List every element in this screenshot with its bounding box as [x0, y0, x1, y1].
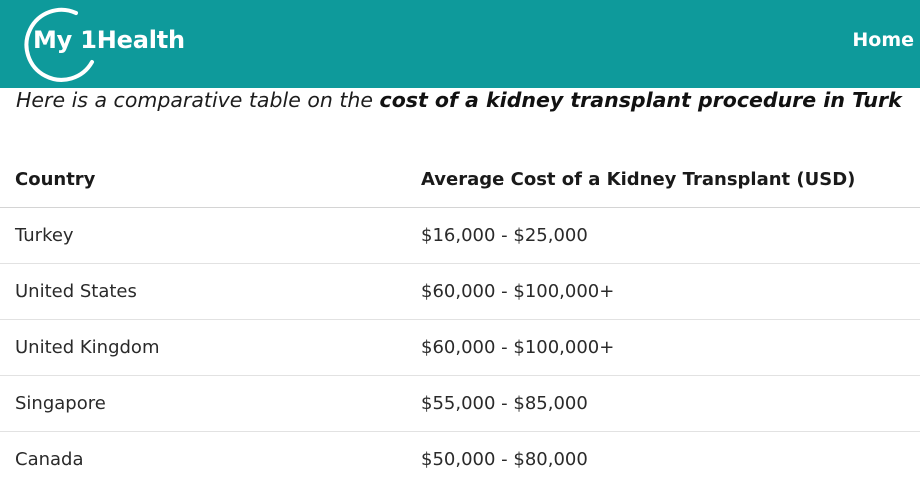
intro-text: Here is a comparative table on the: [16, 88, 380, 112]
site-logo[interactable]: My 1Health: [18, 4, 238, 82]
site-header: My 1Health Home: [0, 0, 920, 88]
table-row: Canada $50,000 - $80,000: [0, 432, 920, 488]
header-country: Country: [0, 152, 421, 208]
cost-comparison-table: Country Average Cost of a Kidney Transpl…: [0, 152, 920, 487]
intro-bold-text: cost of a kidney transplant procedure in…: [379, 88, 902, 112]
table-row: United States $60,000 - $100,000+: [0, 263, 920, 320]
cell-cost: $50,000 - $80,000: [421, 449, 588, 470]
table-row: Turkey $16,000 - $25,000: [0, 207, 920, 264]
logo-text: My 1Health: [33, 26, 185, 54]
table-row: United Kingdom $60,000 - $100,000+: [0, 319, 920, 376]
table-header-row: Country Average Cost of a Kidney Transpl…: [0, 152, 920, 208]
nav-home-link[interactable]: Home: [852, 29, 914, 51]
cell-cost: $16,000 - $25,000: [421, 207, 920, 264]
table-row: Singapore $55,000 - $85,000: [0, 375, 920, 432]
cell-country: Canada: [15, 449, 84, 470]
cell-cost: $60,000 - $100,000+: [421, 319, 920, 376]
cell-country: Singapore: [0, 375, 421, 432]
cell-cost: $60,000 - $100,000+: [421, 263, 920, 320]
cell-country: United States: [0, 263, 421, 320]
header-average-cost: Average Cost of a Kidney Transplant (USD…: [421, 152, 920, 208]
logo-ring-icon: [24, 7, 94, 82]
cell-country: United Kingdom: [0, 319, 421, 376]
intro-paragraph: Here is a comparative table on the cost …: [16, 85, 920, 115]
cell-cost: $55,000 - $85,000: [421, 375, 920, 432]
cell-country: Turkey: [0, 207, 421, 264]
